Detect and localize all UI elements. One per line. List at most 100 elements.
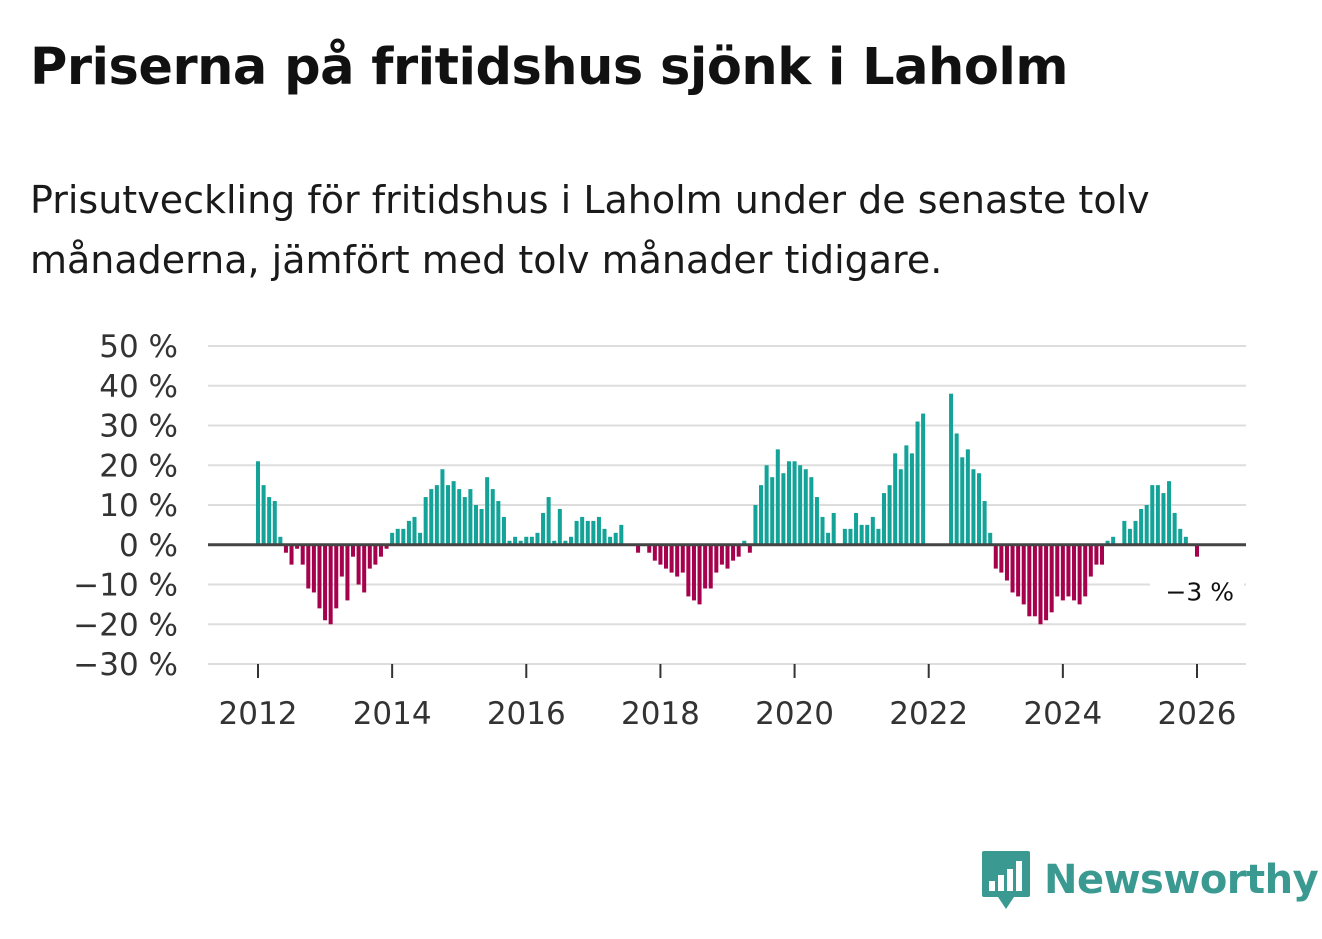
bar [826, 532, 831, 545]
bar [714, 544, 719, 573]
bar [1172, 512, 1177, 545]
bar [591, 520, 596, 545]
bar [881, 493, 887, 545]
bar [356, 544, 361, 585]
bar [406, 520, 411, 545]
bar [865, 524, 870, 545]
bar [876, 528, 881, 545]
bar [384, 544, 389, 549]
bar [362, 544, 367, 593]
bar [725, 544, 730, 569]
y-tick-label: 10 % [99, 488, 178, 524]
bar [1161, 493, 1166, 545]
bar [412, 516, 417, 545]
bar [1027, 544, 1032, 617]
bar [1083, 544, 1088, 597]
bar [473, 505, 478, 545]
x-tick-label: 2014 [353, 696, 432, 732]
bar [351, 544, 356, 557]
bar [1105, 540, 1110, 545]
bar [255, 461, 261, 545]
bar [289, 544, 294, 565]
bar [378, 544, 383, 557]
bar [1144, 505, 1149, 545]
bar [971, 469, 976, 545]
bar [451, 481, 456, 545]
bar [1021, 544, 1026, 605]
bar [267, 497, 272, 545]
bar [524, 536, 529, 545]
bar [300, 544, 305, 565]
bar [691, 544, 696, 601]
bar [982, 501, 987, 545]
y-tick-label: 50 % [99, 329, 178, 365]
bar [1127, 528, 1132, 545]
bar [703, 544, 708, 589]
bar [434, 485, 439, 545]
bar [781, 473, 786, 545]
bar [658, 544, 663, 565]
bar [602, 528, 607, 545]
x-tick-label: 2018 [621, 696, 700, 732]
annotation-background [1150, 574, 1244, 611]
bar [887, 485, 892, 545]
bar-chart: −30 % −20 %−10 % 0 % 10 % 20 %30 % 40 % 50 % 2… [73, 329, 1246, 732]
bar [513, 536, 518, 545]
bar [848, 528, 853, 545]
bar [636, 544, 641, 553]
y-tick-label: 0 % [119, 528, 178, 564]
bar [1088, 544, 1093, 577]
bar [719, 544, 724, 565]
x-tick-label: 2016 [487, 696, 566, 732]
bar [468, 489, 473, 545]
x-tick-label: 2020 [755, 696, 834, 732]
bar [893, 453, 898, 545]
bar [803, 469, 808, 545]
y-tick-label: −30 % [73, 647, 178, 683]
bar [915, 421, 920, 545]
bar [764, 465, 769, 545]
bar [563, 540, 568, 545]
bar [1122, 520, 1127, 545]
bar [1133, 520, 1138, 545]
bar [596, 516, 601, 545]
bar [814, 497, 819, 545]
bar [988, 532, 993, 545]
bar [820, 516, 825, 545]
bar [708, 544, 713, 589]
bar [619, 524, 624, 545]
bar [753, 505, 758, 545]
bar [1044, 544, 1049, 621]
bar [1016, 544, 1021, 597]
bar [261, 485, 266, 545]
bar [1004, 544, 1009, 581]
bar [552, 540, 557, 545]
bar [440, 469, 445, 545]
bar [949, 393, 954, 545]
bar [870, 516, 875, 545]
bar [831, 512, 836, 545]
bar [792, 461, 797, 545]
bar [390, 532, 395, 545]
bar [418, 532, 423, 545]
bar [535, 532, 540, 545]
bar [965, 449, 970, 545]
bar [898, 469, 903, 545]
bar [909, 453, 914, 545]
bar [747, 544, 752, 553]
bar [960, 457, 965, 545]
bar [462, 497, 467, 545]
bar [457, 489, 462, 545]
bar [675, 544, 680, 577]
bar [842, 528, 847, 545]
bar [429, 489, 434, 545]
bar [496, 501, 501, 545]
bar [697, 544, 702, 605]
bar [1167, 481, 1172, 545]
bar [669, 544, 674, 573]
bar [401, 528, 406, 545]
bars [208, 393, 1246, 625]
bar [518, 540, 523, 545]
y-tick-label: 40 % [99, 369, 178, 405]
bar [608, 536, 613, 545]
